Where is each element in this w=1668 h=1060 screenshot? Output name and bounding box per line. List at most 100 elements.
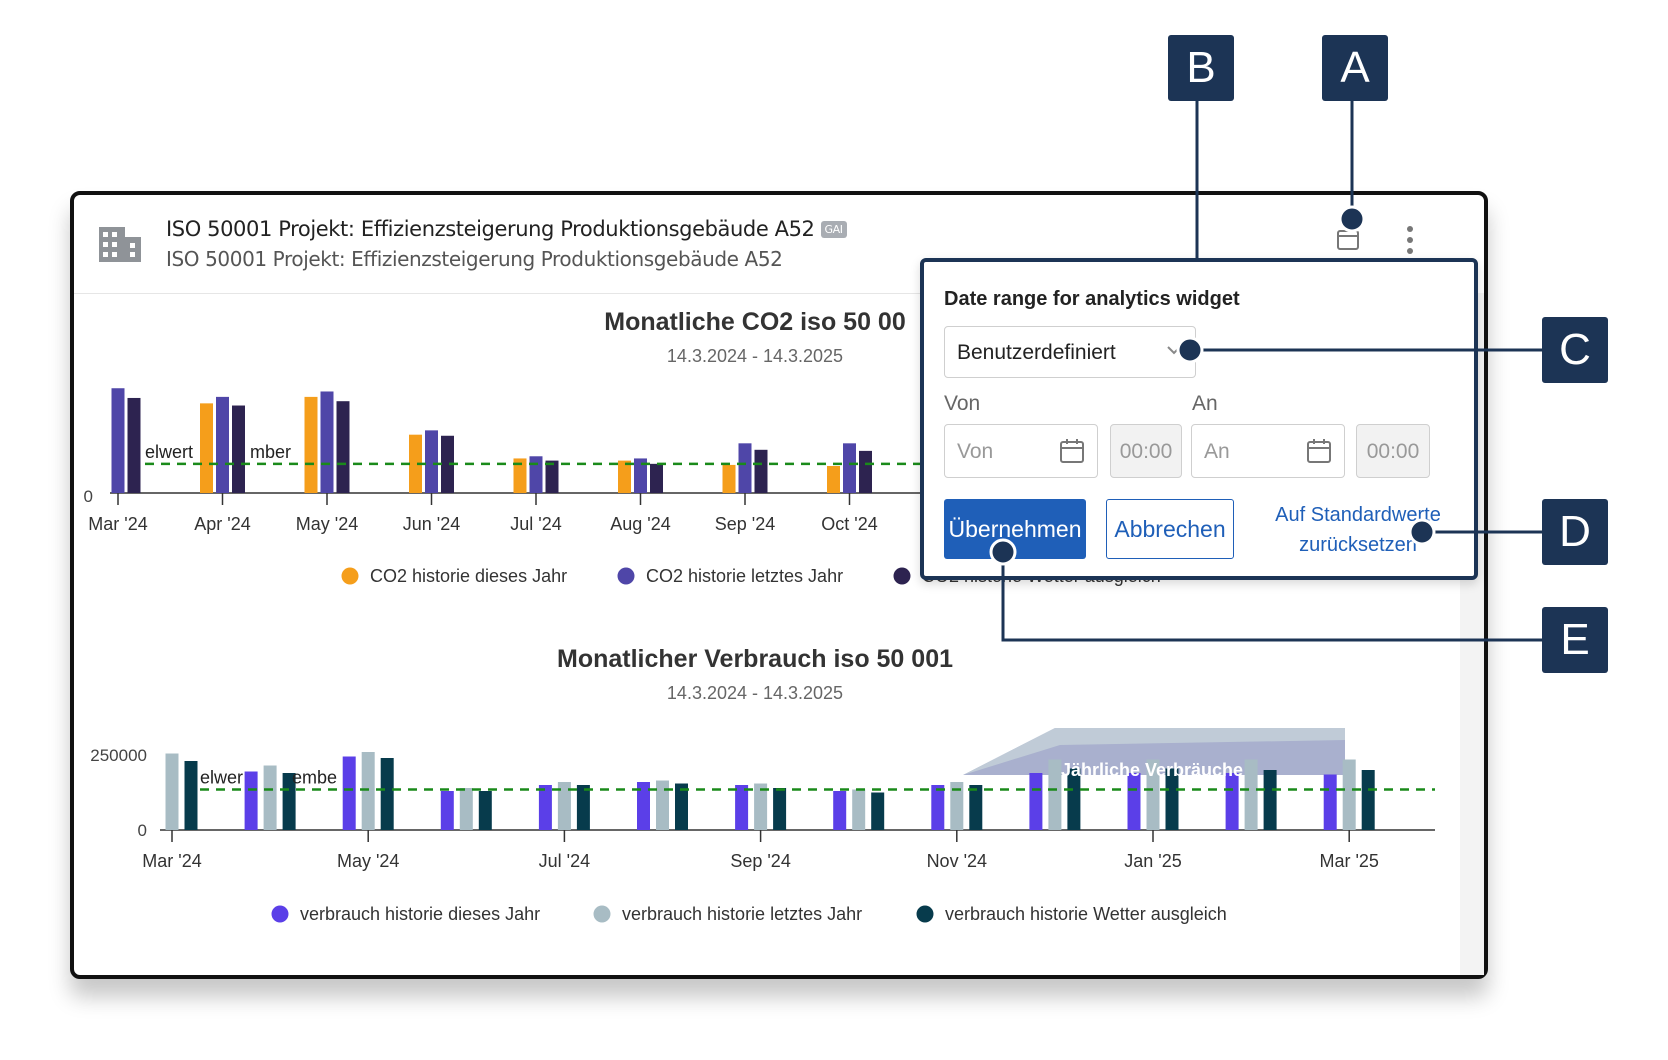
to-date-placeholder: An [1204,440,1230,463]
consumption-legend-marker [271,905,289,923]
consumption-bar [1165,768,1179,830]
from-date-placeholder: Von [957,440,994,463]
consumption-legend-marker [593,905,611,923]
co2-bar [216,396,229,493]
consumption-bar [656,780,669,830]
from-time-input[interactable]: 00:00 [1110,424,1182,478]
reset-line-2: zurücksetzen [1299,534,1417,556]
consumption-bar [675,783,688,830]
co2-x-tick-label: Aug '24 [610,514,671,534]
co2-bar [336,401,350,493]
co2-bar [441,435,454,493]
to-label: An [1192,392,1218,415]
consumption-bar [1342,759,1356,830]
consumption-bar [576,785,590,830]
consumption-y-tick: 250000 [90,746,147,765]
co2-y-tick-0: 0 [84,487,93,506]
consumption-bar [244,771,258,830]
consumption-bar [538,785,552,830]
consumption-reference-label: embe [292,768,337,788]
co2-bar [650,463,663,493]
consumption-x-tick-label: Jan '25 [1124,851,1181,871]
consumption-reference-label: elwer [200,768,243,788]
consumption-bar [478,791,492,830]
consumption-x-tick-label: Nov '24 [927,851,987,871]
consumption-bar [1361,770,1375,830]
annotation-d: D [1542,499,1608,565]
from-date-input[interactable]: Von [944,424,1098,478]
co2-x-tick-label: Jun '24 [403,514,460,534]
co2-bar [754,449,768,493]
co2-bar [738,443,752,493]
co2-legend-marker [893,567,911,585]
consumption-legend-label: verbrauch historie letztes Jahr [622,904,862,924]
co2-legend-label: CO2 historie dieses Jahr [370,566,567,586]
consumption-bar [1263,770,1277,830]
co2-legend-marker [341,567,359,585]
gai-badge: GAI [820,221,847,238]
cancel-button[interactable]: Abbrechen [1106,499,1234,559]
consumption-x-tick-label: Mar '25 [1319,851,1378,871]
co2-bar [127,397,141,493]
consumption-bar [361,752,375,830]
co2-x-tick-label: Jul '24 [510,514,561,534]
co2-bar [409,434,422,493]
co2-bar [859,450,872,493]
co2-chart-subtitle: 14.3.2024 - 14.3.2025 [667,346,843,366]
co2-legend-label: CO2 historie letztes Jahr [646,566,843,586]
reset-defaults-link[interactable]: Auf Standardwerte zurücksetzen [1258,500,1458,560]
apply-button[interactable]: Übernehmen [944,499,1086,559]
date-range-popup: Date range for analytics widget Benutzer… [920,258,1478,580]
widget-title-text: ISO 50001 Projekt: Effizienzsteigerung P… [166,217,815,241]
co2-x-tick-label: May '24 [296,514,358,534]
co2-reference-label: elwert [145,442,193,462]
co2-bar [232,405,245,493]
to-date-input[interactable]: An [1191,424,1345,478]
calendar-icon[interactable] [1059,438,1085,464]
consumption-x-tick-label: Sep '24 [730,851,791,871]
co2-x-tick-label: Apr '24 [194,514,250,534]
consumption-x-tick-label: Jul '24 [539,851,590,871]
co2-x-tick-label: Sep '24 [715,514,776,534]
annotation-c: C [1542,317,1608,383]
building-icon [99,227,141,262]
consumption-y-tick: 0 [138,821,147,840]
popup-title: Date range for analytics widget [944,288,1240,310]
consumption-legend-label: verbrauch historie dieses Jahr [300,904,540,924]
co2-legend-marker [617,567,635,585]
more-vertical-icon[interactable] [1404,225,1416,255]
co2-bar [111,388,125,493]
to-time-input[interactable]: 00:00 [1356,424,1430,478]
consumption-bar [833,791,847,830]
consumption-legend-marker [916,905,934,923]
consumption-bar [637,782,650,830]
range-select-value: Benutzerdefiniert [957,341,1116,364]
consumption-bar [380,758,394,830]
consumption-bar [1146,759,1160,830]
annotation-e: E [1542,607,1608,673]
co2-reference-label: mber [250,442,291,462]
consumption-bar [735,785,749,830]
consumption-bar [871,792,885,830]
consumption-bar [1244,759,1258,830]
consumption-bar [754,783,768,830]
chevron-down-icon [1167,346,1181,355]
consumption-bar [263,765,277,830]
annual-consumption-label: Jährliche Verbräuche [1061,760,1243,780]
consumption-bar [1127,773,1141,830]
calendar-icon[interactable] [1306,438,1332,464]
annual-consumption-band-top [963,728,1345,775]
from-label: Von [944,392,981,415]
consumption-chart-title: Monatlicher Verbrauch iso 50 001 [557,645,953,673]
consumption-bar [1067,768,1081,830]
co2-bar [320,391,334,493]
consumption-bar [440,791,454,830]
consumption-bar [1029,773,1043,830]
co2-x-tick-label: Oct '24 [821,514,877,534]
consumption-bar [557,782,571,830]
range-select[interactable]: Benutzerdefiniert [944,326,1196,378]
consumption-bar [459,788,473,830]
reset-line-1: Auf Standardwerte [1275,504,1441,526]
consumption-bar [1323,774,1337,830]
co2-bar [618,460,631,493]
